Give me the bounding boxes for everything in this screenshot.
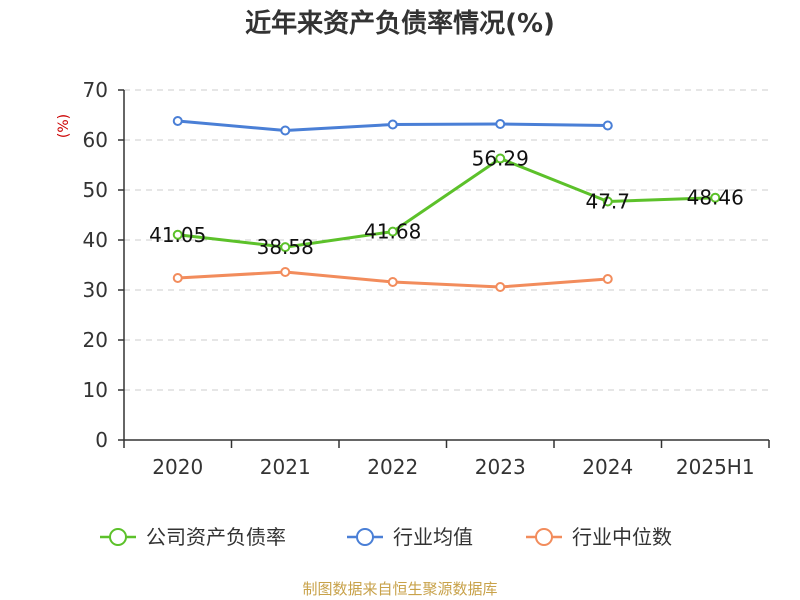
y-tick-label: 60: [83, 128, 108, 152]
y-tick-label: 0: [95, 428, 108, 452]
y-tick-label: 30: [83, 278, 108, 302]
legend-label: 公司资产负债率: [146, 525, 286, 549]
data-point: [387, 226, 398, 237]
data-label: 41.05: [149, 223, 206, 247]
series: [172, 116, 721, 292]
series-0: [172, 153, 721, 253]
y-tick-label: 10: [83, 378, 108, 402]
x-tick-label: 2025H1: [676, 455, 755, 479]
data-label: 47.7: [585, 190, 630, 214]
series-1: [172, 116, 613, 136]
data-point: [280, 125, 291, 136]
x-tick-label: 2021: [260, 455, 311, 479]
axes: 0 10 20 30 40 50 60 70 2020 2021 2022 2023 2024 2025H…: [83, 78, 770, 479]
legend-item-2: 行业中位数: [526, 525, 672, 549]
legend-label: 行业均值: [393, 525, 473, 549]
x-tick-label: 2023: [475, 455, 526, 479]
legend-item-1: 行业均值: [347, 525, 473, 549]
data-point: [495, 282, 506, 292]
data-point: [280, 267, 291, 277]
data-point: [602, 274, 613, 284]
data-label: 48.46: [687, 186, 744, 210]
data-labels: 41.05 38.58 41.68 56.29 47.7 48.46: [149, 147, 744, 260]
series-line: [176, 157, 717, 249]
x-tick-label: 2024: [582, 455, 633, 479]
y-tick-label: 40: [83, 228, 108, 252]
y-axis-label: (%): [56, 114, 72, 138]
legend-swatch-marker: [109, 528, 127, 546]
chart-title: 近年来资产负债率情况(%): [245, 8, 555, 39]
data-label: 38.58: [257, 235, 314, 259]
legend-label: 行业中位数: [572, 525, 672, 549]
y-tick-label: 20: [83, 328, 108, 352]
data-point: [387, 119, 398, 130]
series-2: [172, 267, 613, 292]
data-point: [172, 116, 183, 126]
data-point: [710, 192, 721, 203]
legend-item-0: 公司资产负债率: [100, 525, 286, 549]
gridlines: [124, 89, 769, 391]
x-tick-label: 2022: [367, 455, 418, 479]
data-point: [602, 196, 613, 207]
legend-swatch-marker: [356, 528, 374, 546]
data-point: [495, 119, 506, 129]
x-tick-label: 2020: [152, 455, 203, 479]
y-tick-label: 70: [83, 78, 108, 102]
data-label: 56.29: [472, 147, 529, 171]
data-point: [602, 120, 613, 131]
source-note: 制图数据来自恒生聚源数据库: [302, 580, 497, 598]
data-point: [172, 273, 183, 283]
data-point: [387, 277, 398, 287]
data-label: 41.68: [364, 220, 421, 244]
legend-swatch-marker: [535, 528, 553, 546]
data-point: [495, 153, 506, 164]
data-point: [280, 242, 291, 253]
y-tick-label: 50: [83, 178, 108, 202]
data-point: [172, 229, 183, 240]
legend: 公司资产负债率 行业均值 行业中位数: [100, 525, 672, 549]
